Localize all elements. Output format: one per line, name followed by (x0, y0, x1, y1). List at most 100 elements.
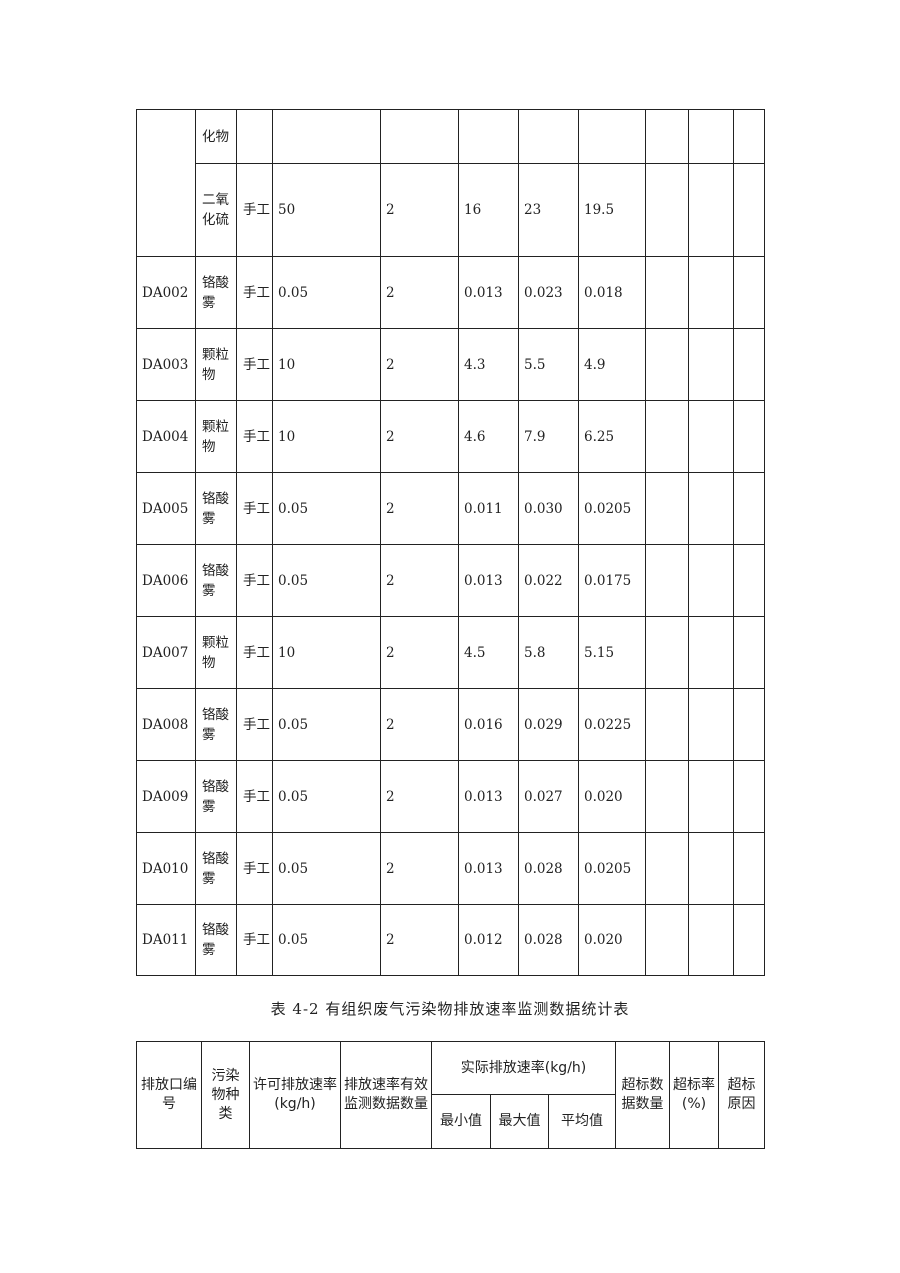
cell-count: 2 (380, 688, 459, 761)
header-avg: 平均值 (548, 1094, 616, 1149)
cell-min: 4.6 (458, 400, 519, 473)
cell-permitted: 0.05 (272, 544, 381, 617)
header-valid-count: 排放速率有效监测数据数量 (340, 1041, 432, 1149)
cell-outlet (136, 109, 196, 257)
table-row: 化物 (136, 109, 765, 257)
cell-max: 0.028 (518, 832, 579, 905)
cell-outlet: DA003 (136, 328, 196, 401)
cell-avg: 5.15 (578, 616, 646, 689)
cell-max: 0.029 (518, 688, 579, 761)
cell-method: 手工 (236, 328, 273, 401)
table-caption: 表 4-2 有组织废气污染物排放速率监测数据统计表 (270, 1000, 630, 1018)
cell-max (518, 109, 579, 164)
cell-method: 手工 (236, 760, 273, 833)
cell-min: 0.013 (458, 544, 519, 617)
cell-min (458, 109, 519, 164)
cell-pollutant: 铬酸雾 (195, 832, 237, 905)
cell-avg: 0.0225 (578, 688, 646, 761)
cell-pollutant: 颗粒物 (195, 400, 237, 473)
cell-count: 2 (380, 256, 459, 329)
header-exceed-count: 超标数据数量 (615, 1041, 670, 1149)
cell-min: 4.5 (458, 616, 519, 689)
cell-avg: 0.0205 (578, 832, 646, 905)
cell-exceed-rate (688, 163, 734, 257)
cell-count: 2 (380, 472, 459, 545)
cell-permitted: 0.05 (272, 256, 381, 329)
cell-permitted: 0.05 (272, 472, 381, 545)
cell-method: 手工 (236, 832, 273, 905)
cell-exceed-rate (688, 109, 734, 164)
cell-exceed-reason (733, 616, 765, 689)
cell-exceed-count (645, 400, 689, 473)
cell-avg: 0.0205 (578, 472, 646, 545)
cell-count: 2 (380, 400, 459, 473)
cell-pollutant: 颗粒物 (195, 328, 237, 401)
cell-outlet: DA004 (136, 400, 196, 473)
cell-method: 手工 (236, 544, 273, 617)
cell-method: 手工 (236, 256, 273, 329)
cell-method: 手工 (236, 688, 273, 761)
cell-exceed-reason (733, 109, 765, 164)
table-row: DA008 铬酸雾 手工 0.05 2 0.016 0.029 0.0225 (136, 688, 765, 761)
cell-max: 0.028 (518, 904, 579, 976)
cell-exceed-rate (688, 760, 734, 833)
cell-count: 2 (380, 616, 459, 689)
header-exceed-reason: 超标原因 (718, 1041, 765, 1149)
cell-max: 5.8 (518, 616, 579, 689)
cell-exceed-reason (733, 472, 765, 545)
cell-pollutant: 二氧化硫 (195, 163, 237, 257)
cell-exceed-reason (733, 904, 765, 976)
cell-exceed-reason (733, 163, 765, 257)
cell-exceed-reason (733, 544, 765, 617)
table-row: DA004 颗粒物 手工 10 2 4.6 7.9 6.25 (136, 400, 765, 473)
cell-method: 手工 (236, 616, 273, 689)
cell-exceed-count (645, 760, 689, 833)
emission-data-table-continued: 化物 二氧化硫 手工 50 2 16 23 19.5 DA002 铬酸雾 手工 0.05 2 0.013 0… (136, 109, 765, 976)
cell-count: 2 (380, 832, 459, 905)
cell-permitted: 0.05 (272, 688, 381, 761)
cell-exceed-rate (688, 256, 734, 329)
cell-avg: 4.9 (578, 328, 646, 401)
cell-exceed-count (645, 256, 689, 329)
cell-outlet: DA007 (136, 616, 196, 689)
table-row: DA010 铬酸雾 手工 0.05 2 0.013 0.028 0.0205 (136, 832, 765, 905)
cell-exceed-rate (688, 688, 734, 761)
cell-exceed-count (645, 163, 689, 257)
table-row: DA006 铬酸雾 手工 0.05 2 0.013 0.022 0.0175 (136, 544, 765, 617)
table-row: DA005 铬酸雾 手工 0.05 2 0.011 0.030 0.0205 (136, 472, 765, 545)
header-exceed-rate: 超标率(%) (669, 1041, 719, 1149)
header-min: 最小值 (431, 1094, 491, 1149)
cell-permitted: 10 (272, 616, 381, 689)
cell-min: 0.013 (458, 256, 519, 329)
header-permitted-rate: 许可排放速率(kg/h) (249, 1041, 341, 1149)
cell-exceed-count (645, 109, 689, 164)
table-row: DA009 铬酸雾 手工 0.05 2 0.013 0.027 0.020 (136, 760, 765, 833)
cell-pollutant: 铬酸雾 (195, 472, 237, 545)
cell-method: 手工 (236, 400, 273, 473)
table-row: DA003 颗粒物 手工 10 2 4.3 5.5 4.9 (136, 328, 765, 401)
table-row: DA002 铬酸雾 手工 0.05 2 0.013 0.023 0.018 (136, 256, 765, 329)
cell-min: 16 (458, 163, 519, 257)
cell-min: 4.3 (458, 328, 519, 401)
cell-method: 手工 (236, 163, 273, 257)
cell-max: 0.023 (518, 256, 579, 329)
cell-outlet: DA005 (136, 472, 196, 545)
cell-min: 0.016 (458, 688, 519, 761)
cell-permitted (272, 109, 381, 164)
cell-exceed-rate (688, 328, 734, 401)
header-max: 最大值 (490, 1094, 549, 1149)
cell-permitted: 0.05 (272, 760, 381, 833)
cell-outlet: DA009 (136, 760, 196, 833)
cell-exceed-reason (733, 688, 765, 761)
cell-exceed-count (645, 832, 689, 905)
emission-rate-table-header: 排放口编号 污染物种类 许可排放速率(kg/h) 排放速率有效监测数据数量 实际… (136, 1041, 765, 1149)
cell-exceed-rate (688, 544, 734, 617)
cell-count: 2 (380, 904, 459, 976)
cell-exceed-rate (688, 904, 734, 976)
cell-permitted: 50 (272, 163, 381, 257)
cell-max: 5.5 (518, 328, 579, 401)
table-row: DA007 颗粒物 手工 10 2 4.5 5.8 5.15 (136, 616, 765, 689)
cell-exceed-rate (688, 616, 734, 689)
cell-method: 手工 (236, 904, 273, 976)
cell-avg: 0.020 (578, 760, 646, 833)
